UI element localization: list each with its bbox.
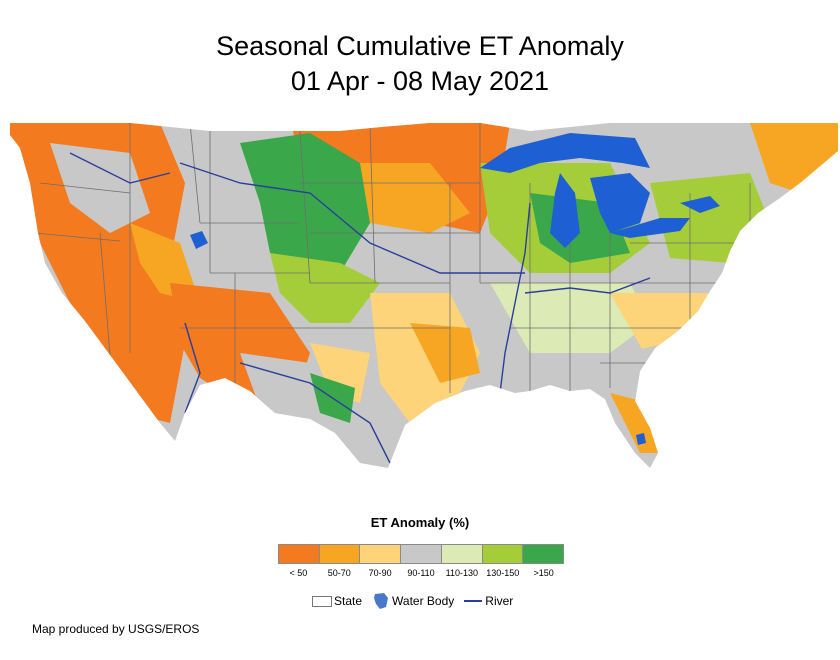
river-key-label: River: [485, 594, 514, 608]
map-credit: Map produced by USGS/EROS: [32, 622, 200, 636]
legend-swatch: [319, 545, 361, 563]
lake-huron: [590, 173, 650, 233]
lake-ontario: [680, 196, 720, 213]
et-anomaly-map: [10, 123, 838, 468]
river-line-icon: [464, 600, 483, 602]
legend-tick-label: 70-90: [368, 568, 392, 578]
legend-swatch: [523, 545, 564, 563]
legend-swatch: [401, 545, 442, 563]
lake-michigan: [550, 173, 580, 248]
state-key-label: State: [334, 594, 363, 608]
great-salt-lake: [190, 231, 208, 249]
legend-title: ET Anomaly (%): [370, 515, 470, 530]
legend-tick-label: < 50: [289, 568, 308, 578]
legend-tick-label: 110-130: [445, 568, 479, 578]
state-key: State: [312, 594, 362, 608]
water-body-key-label: Water Body: [392, 594, 455, 608]
state-outline-icon: [312, 595, 332, 607]
lake-superior: [480, 133, 650, 173]
map-date-range: 01 Apr - 08 May 2021: [290, 66, 550, 96]
legend-tick-label: 50-70: [327, 568, 351, 578]
lake-okeechobee: [636, 433, 646, 445]
water-body-key: Water Body: [372, 592, 454, 610]
anomaly-raster: [10, 123, 838, 468]
legend-tick-label: 90-110: [407, 568, 435, 578]
rivers: [69, 152, 651, 464]
water-body-icon: [374, 593, 389, 609]
legend-swatch: [482, 545, 524, 563]
water-bodies: [190, 133, 720, 445]
legend-tick-labels: < 50 50-70 70-90 90-110 110-130 130-150 …: [278, 568, 564, 578]
legend-swatch: [360, 545, 402, 563]
legend-swatch: [279, 545, 320, 563]
legend-tick-label: >150: [533, 568, 554, 578]
lake-erie: [610, 218, 690, 238]
legend-tick-label: 130-150: [486, 568, 520, 578]
layer-key: State Water Body River: [312, 592, 523, 610]
legend-swatch: [441, 545, 483, 563]
river-key: River: [464, 594, 513, 608]
map-title: Seasonal Cumulative ET Anomaly: [216, 31, 624, 61]
legend-color-bar: [278, 544, 564, 564]
